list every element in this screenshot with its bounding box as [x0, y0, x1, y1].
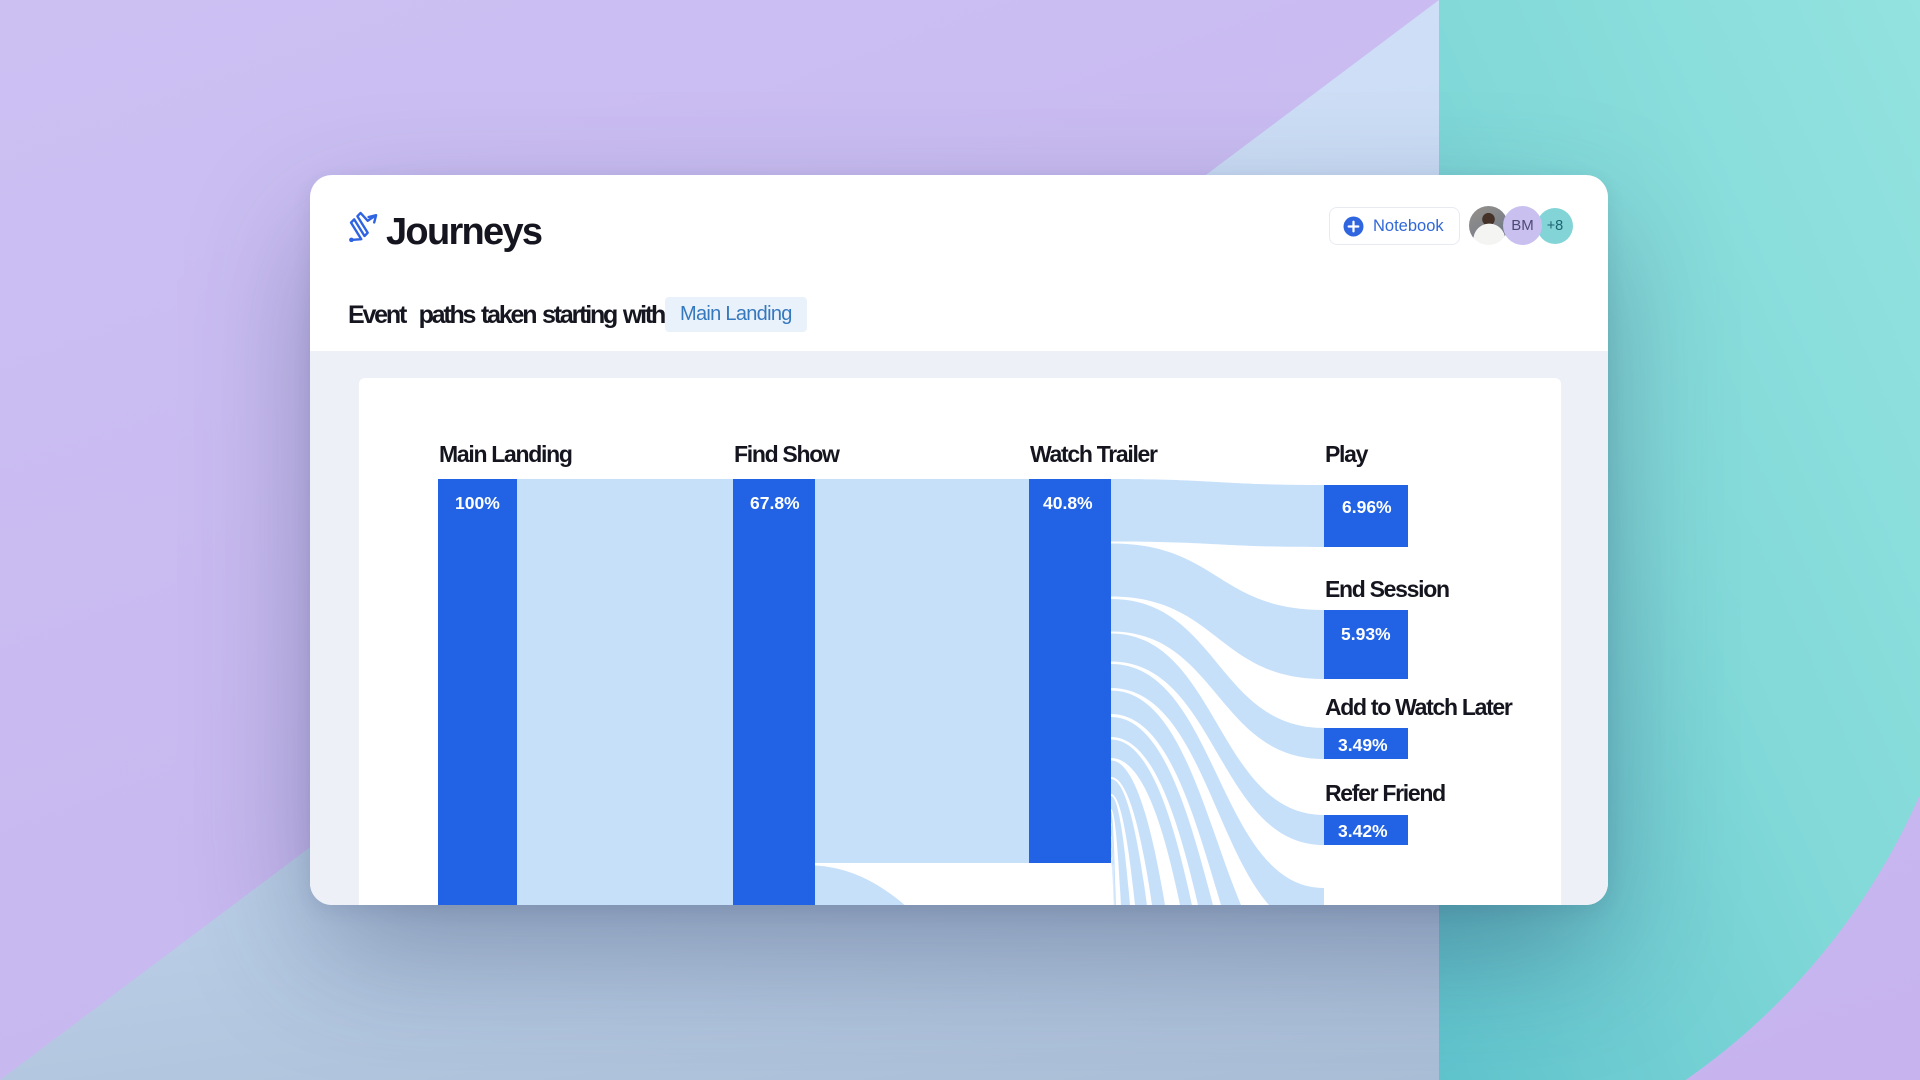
svg-text:Play: Play: [1325, 441, 1369, 467]
svg-text:3.49%: 3.49%: [1338, 735, 1388, 755]
svg-text:Refer Friend: Refer Friend: [1325, 780, 1445, 806]
svg-text:6.96%: 6.96%: [1342, 497, 1392, 517]
svg-text:5.93%: 5.93%: [1341, 624, 1391, 644]
svg-text:Find Show: Find Show: [734, 441, 840, 467]
svg-text:Add to Watch Later: Add to Watch Later: [1325, 694, 1513, 720]
svg-text:40.8%: 40.8%: [1043, 493, 1093, 513]
svg-text:3.42%: 3.42%: [1338, 821, 1388, 841]
svg-text:End Session: End Session: [1325, 576, 1449, 602]
svg-text:100%: 100%: [455, 493, 500, 513]
svg-text:Main Landing: Main Landing: [439, 441, 572, 467]
svg-text:67.8%: 67.8%: [750, 493, 800, 513]
svg-text:Watch Trailer: Watch Trailer: [1030, 441, 1158, 467]
